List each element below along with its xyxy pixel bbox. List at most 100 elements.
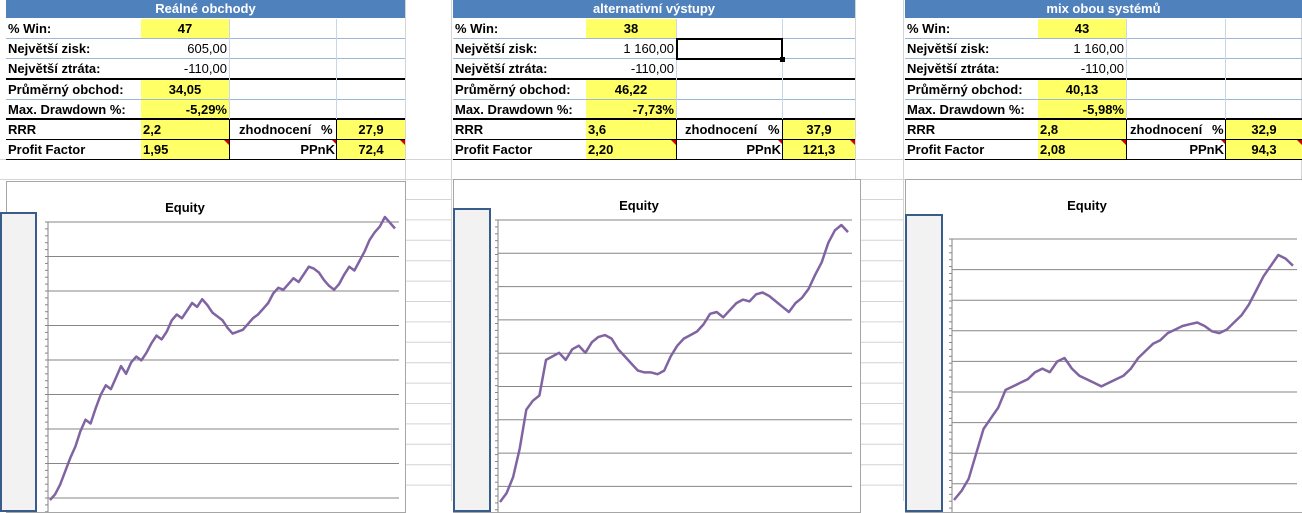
eval-value[interactable]: 32,9: [1226, 120, 1302, 140]
max-gain-label[interactable]: Největší zisk:: [8, 41, 91, 56]
equity-series-line: [953, 253, 1294, 501]
rrr-value[interactable]: 2,2: [141, 120, 229, 140]
ppnk-value[interactable]: 121,3: [783, 140, 855, 160]
profit-factor-value[interactable]: 1,95: [141, 140, 229, 160]
row-border: [453, 58, 855, 59]
win-value[interactable]: 47: [141, 19, 229, 39]
comment-indicator: [671, 140, 676, 145]
rrr-label[interactable]: RRR: [8, 122, 37, 137]
eval-label[interactable]: zhodnocení: [685, 122, 758, 137]
comment-indicator: [1121, 140, 1126, 145]
section-border: [453, 118, 855, 120]
equity-chart-alternative[interactable]: Equity: [453, 179, 861, 513]
col-border: [676, 119, 677, 159]
row-border: [6, 58, 405, 59]
profit-factor-value[interactable]: 2,20: [586, 140, 676, 160]
comment-indicator: [332, 140, 337, 145]
row-border: [453, 159, 855, 160]
rrr-value[interactable]: 2,8: [1038, 120, 1126, 140]
avg-trade-label[interactable]: Průměrný obchod:: [907, 82, 1023, 97]
row-border: [6, 139, 405, 140]
avg-trade-value[interactable]: 46,22: [586, 80, 676, 100]
section-border: [6, 118, 405, 120]
chart-title: Equity: [1067, 198, 1107, 213]
win-label[interactable]: % Win:: [907, 21, 951, 36]
equity-chart-mixed[interactable]: Equity: [905, 179, 1302, 513]
col-border: [1126, 19, 1127, 119]
win-label[interactable]: % Win:: [455, 21, 499, 36]
eval-unit: %: [321, 122, 333, 137]
fill-handle[interactable]: [780, 57, 785, 62]
comment-indicator: [224, 140, 229, 145]
equity-chart-plot: [949, 238, 1297, 512]
max-loss-label[interactable]: Největší ztráta:: [907, 61, 1000, 76]
profit-factor-label[interactable]: Profit Factor: [455, 142, 533, 157]
max-drawdown-label[interactable]: Max. Drawdown %:: [8, 102, 126, 117]
col-border: [676, 19, 677, 119]
max-drawdown-value[interactable]: -5,29%: [141, 100, 229, 120]
rrr-label[interactable]: RRR: [455, 122, 484, 137]
eval-label[interactable]: zhodnocení: [1130, 122, 1203, 137]
comment-indicator: [1297, 140, 1302, 145]
max-loss-value[interactable]: -110,00: [630, 61, 674, 76]
col-border: [782, 119, 783, 159]
profit-factor-value[interactable]: 2,08: [1038, 140, 1126, 160]
max-loss-label[interactable]: Největší ztráta:: [8, 61, 101, 76]
row-border: [6, 99, 405, 100]
chart-side-panel[interactable]: [905, 214, 943, 512]
active-cell-selection[interactable]: [676, 38, 783, 60]
win-label[interactable]: % Win:: [8, 21, 52, 36]
col-border: [229, 19, 230, 119]
eval-value[interactable]: 27,9: [337, 120, 405, 140]
max-gain-label[interactable]: Největší zisk:: [455, 41, 538, 56]
section-border: [6, 78, 405, 80]
col-border: [1126, 119, 1127, 159]
panel-title: Reálné obchody: [6, 0, 405, 18]
rrr-value[interactable]: 3,6: [586, 120, 676, 140]
win-value[interactable]: 38: [586, 19, 676, 39]
win-value[interactable]: 43: [1038, 19, 1126, 39]
equity-chart-real[interactable]: Equity: [6, 181, 406, 513]
profit-factor-label[interactable]: Profit Factor: [8, 142, 86, 157]
comment-indicator: [1221, 140, 1226, 145]
max-loss-label[interactable]: Největší ztráta:: [455, 61, 548, 76]
row-border: [905, 38, 1302, 39]
equity-series-line: [498, 223, 849, 503]
chart-side-panel[interactable]: [453, 208, 491, 512]
profit-factor-label[interactable]: Profit Factor: [907, 142, 985, 157]
max-gain-value[interactable]: 1 160,00: [1073, 41, 1124, 56]
chart-side-panel[interactable]: [0, 212, 37, 512]
eval-value[interactable]: 37,9: [783, 120, 855, 140]
col-border: [1225, 119, 1226, 159]
comment-indicator: [778, 140, 783, 145]
max-gain-label[interactable]: Největší zisk:: [907, 41, 990, 56]
avg-trade-value[interactable]: 40,13: [1038, 80, 1126, 100]
eval-unit: %: [1212, 122, 1224, 137]
chart-title: Equity: [619, 198, 659, 213]
section-border: [905, 78, 1302, 80]
avg-trade-value[interactable]: 34,05: [141, 80, 229, 100]
rrr-label[interactable]: RRR: [907, 122, 936, 137]
ppnk-label[interactable]: PPnK: [300, 142, 335, 157]
max-drawdown-value[interactable]: -5,98%: [1038, 100, 1126, 120]
max-drawdown-value[interactable]: -7,73%: [586, 100, 676, 120]
max-gain-value[interactable]: 1 160,00: [623, 41, 674, 56]
avg-trade-label[interactable]: Průměrný obchod:: [8, 82, 124, 97]
max-loss-value[interactable]: -110,00: [1080, 61, 1124, 76]
row-border: [905, 58, 1302, 59]
row-border: [905, 99, 1302, 100]
avg-trade-label[interactable]: Průměrný obchod:: [455, 82, 571, 97]
max-drawdown-label[interactable]: Max. Drawdown %:: [455, 102, 573, 117]
ppnk-value[interactable]: 94,3: [1226, 140, 1302, 160]
ppnk-label[interactable]: PPnK: [746, 142, 781, 157]
col-border: [782, 19, 783, 119]
ppnk-label[interactable]: PPnK: [1189, 142, 1224, 157]
max-gain-value[interactable]: 605,00: [187, 41, 227, 56]
ppnk-value[interactable]: 72,4: [337, 140, 405, 160]
chart-title: Equity: [165, 200, 205, 215]
eval-label[interactable]: zhodnocení: [239, 122, 312, 137]
row-border: [453, 99, 855, 100]
max-drawdown-label[interactable]: Max. Drawdown %:: [907, 102, 1025, 117]
max-loss-value[interactable]: -110,00: [183, 61, 227, 76]
equity-chart-plot: [45, 215, 399, 512]
